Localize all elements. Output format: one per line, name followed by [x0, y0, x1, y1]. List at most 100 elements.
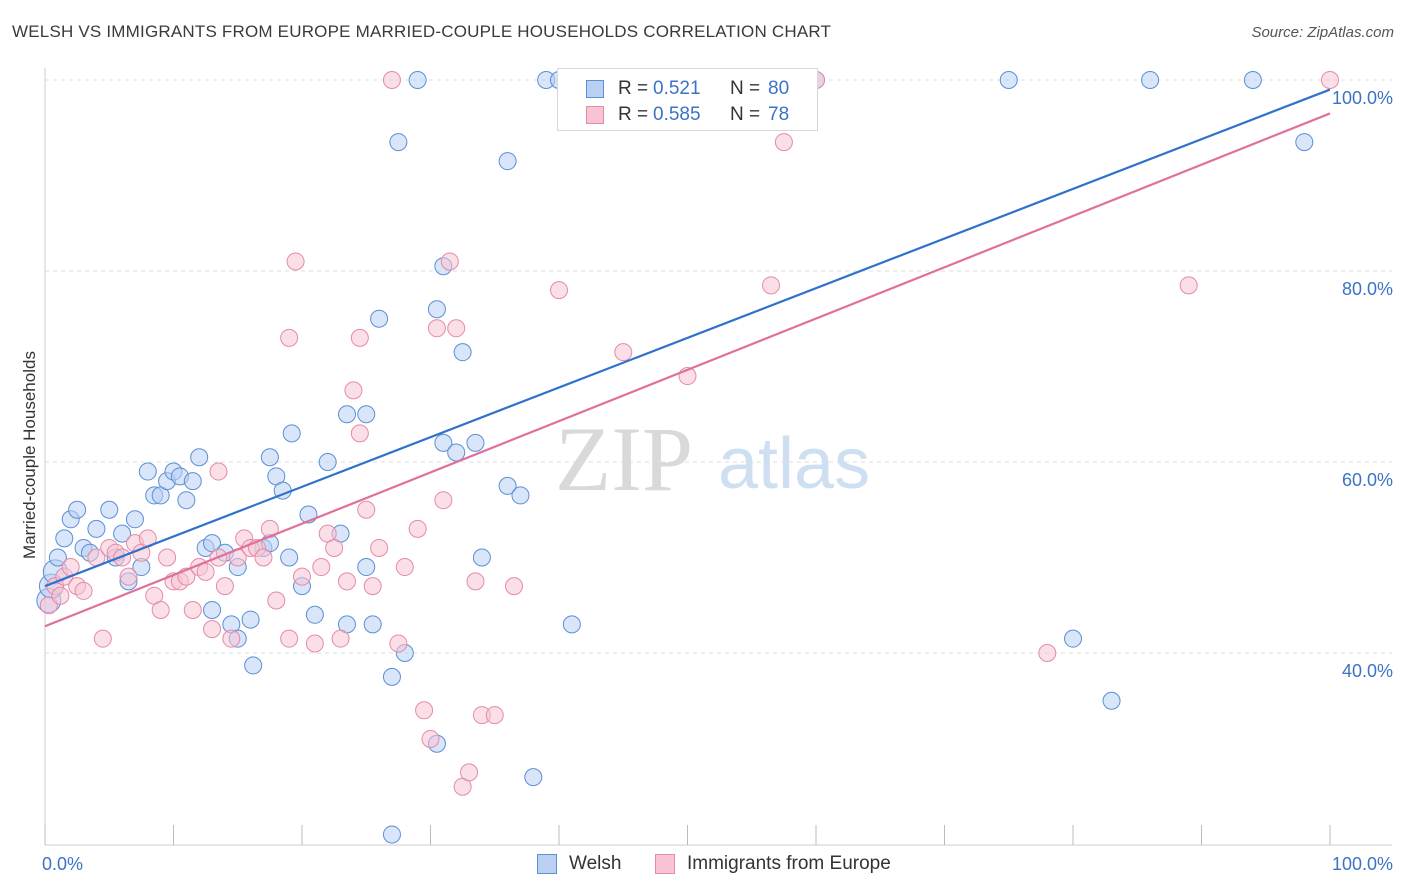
source-label: Source: ZipAtlas.com — [1251, 24, 1394, 41]
welsh-point — [999, 71, 1018, 89]
europe-point — [203, 620, 222, 639]
europe-point — [293, 567, 311, 586]
welsh-point — [370, 309, 389, 328]
europe-point — [408, 519, 427, 538]
europe-point — [389, 634, 408, 653]
europe-point — [331, 629, 350, 648]
y-tick-label: 60.0% — [1342, 470, 1393, 490]
r-label: R = — [618, 78, 649, 99]
legend-row-europe: R = 0.585 N = 78 — [558, 101, 817, 129]
watermark-atlas: atlas — [718, 424, 870, 504]
europe-point — [466, 572, 485, 591]
welsh-point — [434, 433, 453, 452]
x-tick-label: 0.0% — [42, 854, 83, 874]
europe-point — [286, 252, 305, 271]
europe-point — [447, 319, 466, 338]
europe-point — [395, 558, 414, 577]
welsh-point — [68, 500, 87, 519]
welsh-point — [511, 486, 530, 505]
r-value: 0.521 — [653, 78, 701, 99]
europe-point — [254, 548, 273, 567]
legend-label-europe: Immigrants from Europe — [687, 853, 891, 874]
europe-point — [93, 629, 112, 648]
europe-point — [344, 381, 363, 400]
n-value: 78 — [768, 104, 790, 125]
europe-point — [39, 596, 58, 615]
welsh-point — [260, 448, 279, 467]
welsh-point — [453, 343, 472, 362]
welsh-point — [183, 472, 202, 491]
europe-point — [614, 343, 633, 362]
welsh-point — [562, 615, 581, 634]
n-value: 80 — [768, 78, 790, 99]
europe-point — [74, 581, 93, 600]
welsh-point — [113, 524, 132, 543]
europe-point — [158, 548, 177, 567]
welsh-point — [48, 548, 67, 567]
welsh-point — [357, 405, 376, 424]
axis-layer — [44, 68, 1392, 846]
welsh-point — [382, 825, 401, 844]
welsh-point — [1141, 71, 1160, 89]
europe-point — [183, 601, 202, 620]
y-tick-label: 40.0% — [1342, 661, 1393, 681]
welsh-point — [363, 615, 382, 634]
welsh-point — [337, 405, 356, 424]
welsh-trendline — [44, 88, 1331, 588]
europe-point — [196, 562, 215, 581]
welsh-point — [427, 300, 446, 319]
europe-point — [505, 577, 524, 596]
europe-point — [1179, 276, 1198, 295]
europe-swatch — [586, 106, 604, 124]
europe-point — [1038, 644, 1057, 662]
europe-point — [357, 500, 376, 519]
welsh-point — [524, 768, 543, 787]
europe-point — [51, 586, 70, 605]
europe-point — [774, 133, 793, 152]
welsh-point — [244, 656, 263, 675]
europe-point — [434, 491, 453, 510]
welsh-point — [466, 433, 485, 452]
europe-point — [363, 577, 382, 596]
europe-point — [267, 591, 286, 610]
r-label: R = — [618, 104, 649, 125]
welsh-point — [282, 424, 301, 443]
legend-row-welsh: R = 0.521 N = 80 — [558, 75, 817, 103]
welsh-point — [190, 448, 209, 467]
welsh-point — [125, 510, 144, 529]
welsh-point — [177, 491, 196, 510]
europe-point — [337, 572, 356, 591]
europe-point — [550, 281, 568, 300]
welsh-point — [389, 133, 408, 152]
europe-point — [421, 729, 440, 748]
legend-series: Welsh Immigrants from Europe — [0, 850, 1406, 880]
europe-point — [370, 538, 389, 557]
europe-point — [305, 634, 324, 653]
chart-title: WELSH VS IMMIGRANTS FROM EUROPE MARRIED-… — [12, 22, 832, 41]
y-tick-label: 80.0% — [1342, 279, 1393, 299]
europe-point — [280, 629, 299, 648]
welsh-point — [447, 443, 466, 462]
europe-point — [222, 629, 241, 648]
welsh-swatch — [537, 854, 557, 874]
welsh-swatch — [586, 80, 604, 98]
welsh-point — [318, 453, 337, 471]
europe-point — [1321, 71, 1339, 89]
welsh-point — [1243, 71, 1262, 89]
welsh-point — [100, 500, 119, 519]
welsh-point — [472, 548, 491, 567]
welsh-point — [498, 152, 517, 171]
europe-point — [460, 763, 479, 782]
tick-label-layer: 40.0% 60.0% 80.0% 100.0% 0.0% 100.0% — [42, 88, 1393, 874]
x-tick-label: 100.0% — [1332, 854, 1393, 874]
europe-point — [762, 276, 781, 295]
europe-point — [415, 701, 434, 720]
europe-point — [350, 424, 369, 443]
welsh-point — [408, 71, 427, 89]
watermark-zip: ZIP — [555, 408, 693, 510]
welsh-point — [382, 667, 401, 686]
welsh-point — [203, 601, 222, 620]
n-label: N = — [730, 78, 761, 99]
europe-point — [280, 328, 299, 347]
welsh-point — [280, 548, 299, 567]
